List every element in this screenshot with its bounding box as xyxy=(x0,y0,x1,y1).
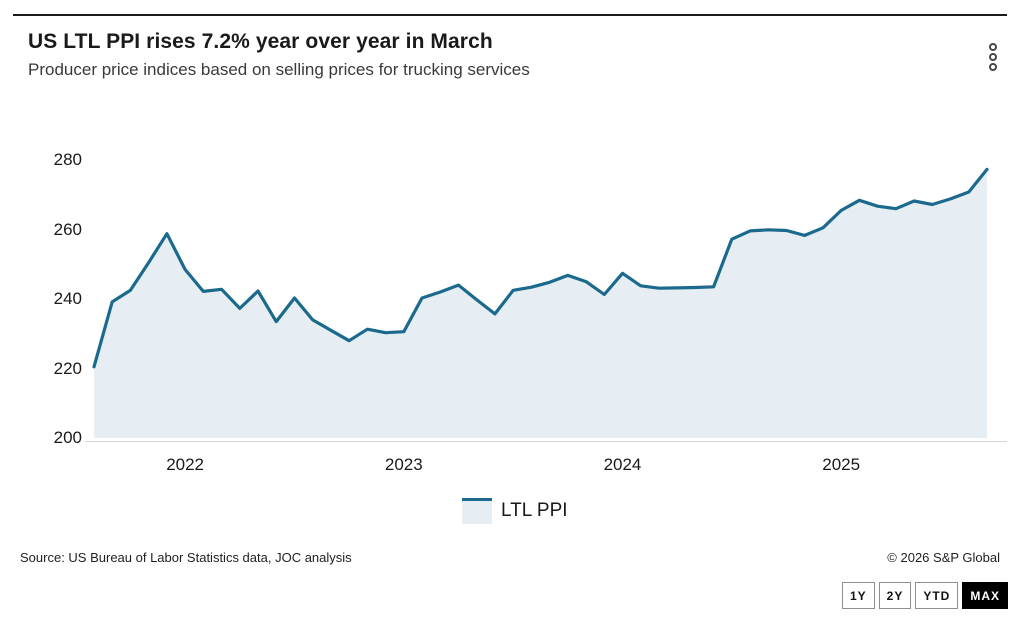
y-tick-label: 220 xyxy=(53,358,82,378)
kebab-dot xyxy=(989,63,997,71)
x-tick-label: 2023 xyxy=(384,455,423,474)
top-divider xyxy=(13,14,1007,16)
y-tick-label: 200 xyxy=(53,428,82,447)
x-tick-label: 2024 xyxy=(603,455,642,474)
kebab-menu-icon[interactable] xyxy=(987,41,999,73)
x-tick-label: 2022 xyxy=(166,455,205,474)
y-tick-label: 280 xyxy=(53,150,82,169)
range-button-ytd[interactable]: YTD xyxy=(915,582,959,609)
legend-swatch xyxy=(462,498,492,524)
x-axis-line xyxy=(85,441,1007,442)
kebab-dot xyxy=(989,53,997,61)
chart-subtitle: Producer price indices based on selling … xyxy=(28,60,530,79)
range-button-1y[interactable]: 1Y xyxy=(841,582,875,609)
series-area-fill xyxy=(94,169,987,438)
range-button-max[interactable]: MAX xyxy=(962,582,1008,609)
chart-title: US LTL PPI rises 7.2% year over year in … xyxy=(28,30,493,53)
area-chart xyxy=(92,167,989,438)
x-tick-label: 2025 xyxy=(822,455,861,474)
range-selector: 1Y 2Y YTD MAX xyxy=(841,582,1008,609)
kebab-dot xyxy=(989,43,997,51)
range-button-2y[interactable]: 2Y xyxy=(878,582,912,609)
source-note: Source: US Bureau of Labor Statistics da… xyxy=(20,550,352,565)
y-tick-label: 240 xyxy=(53,289,82,308)
copyright-note: © 2026 S&P Global xyxy=(887,550,1000,565)
legend-label: LTL PPI xyxy=(501,500,568,521)
y-tick-label: 260 xyxy=(53,219,82,239)
legend-item-ltl-ppi[interactable]: LTL PPI xyxy=(462,498,568,524)
series-line xyxy=(92,167,989,369)
